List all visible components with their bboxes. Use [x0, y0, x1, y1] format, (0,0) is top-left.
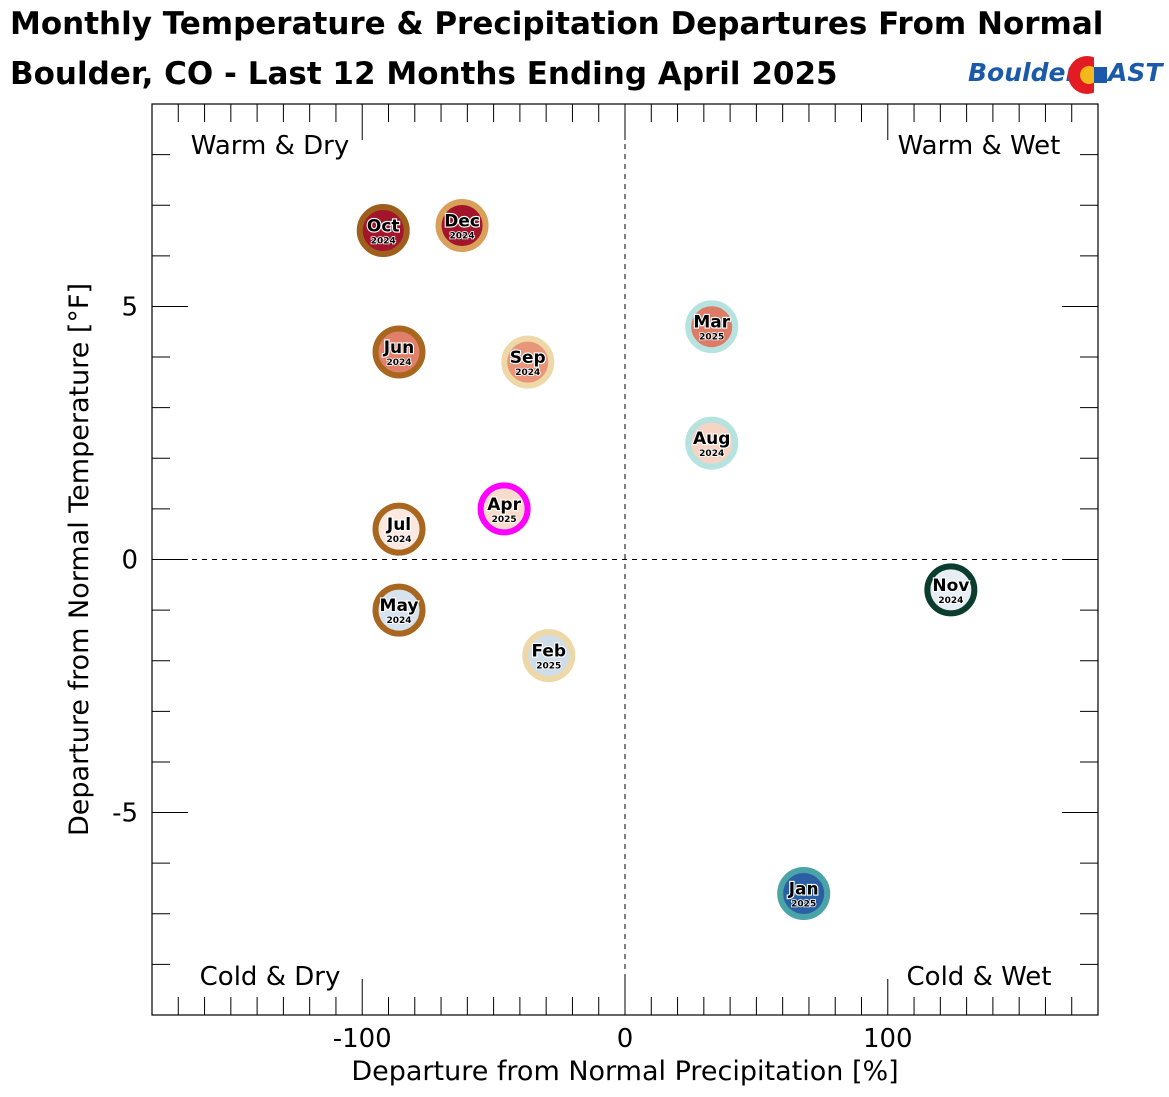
- point-year-label: 2025: [536, 662, 561, 672]
- point-month-label: May: [380, 596, 419, 616]
- point-year-label: 2024: [450, 231, 475, 241]
- y-tick-label: 5: [121, 292, 138, 322]
- point-marker: [477, 482, 531, 536]
- quadrant-label-warm-wet: Warm & Wet: [898, 131, 1061, 161]
- point-month-label: Oct: [367, 217, 400, 237]
- point-year-label: 2024: [515, 368, 540, 378]
- point-month-label: Aug: [693, 429, 730, 449]
- point-year-label: 2025: [492, 515, 517, 525]
- chart-title-line-1: Monthly Temperature & Precipitation Depa…: [10, 6, 1104, 42]
- point-year-label: 2025: [791, 900, 816, 910]
- point-marker: [501, 335, 555, 389]
- chart-title-line-2: Boulder, CO - Last 12 Months Ending Apri…: [10, 56, 838, 92]
- x-tick-label: 100: [863, 1024, 913, 1054]
- point-marker: [777, 867, 831, 921]
- point-year-label: 2024: [938, 596, 963, 606]
- logo-text-left: Boulder: [968, 58, 1078, 87]
- y-axis-label: Departure from Normal Temperature [°F]: [64, 283, 95, 836]
- quadrant-label-warm-dry: Warm & Dry: [191, 131, 349, 161]
- quadrant-labels: Warm & Dry Warm & Wet Cold & Dry Cold & …: [191, 128, 1061, 995]
- colorado-c-logo-icon: [1068, 55, 1107, 95]
- point-year-label: 2024: [386, 535, 411, 545]
- x-tick-label: 0: [617, 1024, 634, 1054]
- point-month-label: Apr: [487, 495, 521, 515]
- point-marker: [356, 204, 410, 258]
- point-marker: [522, 629, 576, 683]
- point-marker: [435, 198, 489, 252]
- point-month-label: Mar: [693, 313, 730, 333]
- point-year-label: 2024: [371, 237, 396, 247]
- bouldercast-logo: Boulder AST: [968, 54, 1163, 100]
- point-month-label: Jan: [788, 880, 819, 900]
- point-marker: [924, 563, 978, 617]
- point-month-label: Feb: [531, 642, 566, 662]
- y-tick-label: 0: [121, 546, 138, 576]
- point-month-label: Sep: [510, 348, 546, 368]
- logo-text-right: AST: [1108, 58, 1163, 87]
- point-marker: [372, 583, 426, 637]
- x-tick-label: -100: [333, 1024, 392, 1054]
- point-marker: [372, 502, 426, 556]
- quadrant-label-cold-wet: Cold & Wet: [907, 962, 1052, 992]
- tick-labels: -100 0 100 -5 0 5: [112, 292, 913, 1054]
- point-year-label: 2024: [386, 358, 411, 368]
- point-month-label: Jun: [383, 338, 415, 358]
- y-tick-label: -5: [112, 799, 138, 829]
- point-marker: [372, 325, 426, 379]
- point-month-label: Dec: [444, 211, 480, 231]
- point-year-label: 2025: [699, 333, 724, 343]
- point-marker: [685, 416, 739, 470]
- point-month-label: Jul: [386, 515, 411, 535]
- minor-ticks: [152, 104, 1098, 1015]
- x-axis-label: Departure from Normal Precipitation [%]: [351, 1056, 898, 1087]
- point-month-label: Nov: [932, 576, 969, 596]
- point-year-label: 2024: [699, 449, 724, 459]
- point-year-label: 2024: [386, 616, 411, 626]
- quadrant-label-cold-dry: Cold & Dry: [200, 962, 341, 992]
- point-marker: [685, 300, 739, 354]
